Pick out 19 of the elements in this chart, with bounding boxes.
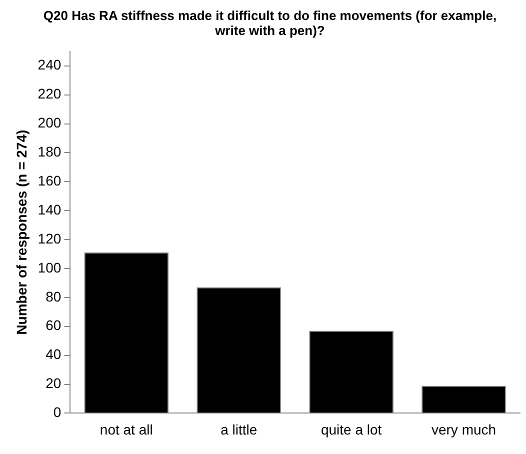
y-tick-label: 0 xyxy=(53,404,62,420)
y-tick-label: 100 xyxy=(38,259,62,276)
x-tick-label: not at all xyxy=(100,421,153,438)
x-tick-label: a little xyxy=(220,421,258,438)
y-tick-label: 140 xyxy=(38,201,62,218)
y-tick-label: 120 xyxy=(38,230,62,246)
y-tick-label: 80 xyxy=(46,288,62,304)
y-tick-label: 180 xyxy=(38,144,62,160)
x-tick-label: quite a lot xyxy=(320,421,382,438)
y-tick-label: 240 xyxy=(38,56,62,73)
y-tick-label: 160 xyxy=(38,172,62,189)
x-tick-label: very much xyxy=(431,421,496,438)
chart-title: Q20 Has RA stiffness made it difficult to do fine movements (for example, write with a pen)? xyxy=(42,8,498,38)
y-tick-label: 220 xyxy=(38,86,62,102)
y-tick-label: 200 xyxy=(38,114,62,131)
y-tick-label: 40 xyxy=(46,346,62,362)
y-tick-label: 60 xyxy=(46,317,62,334)
y-axis-title: Number of responses (n = 274) xyxy=(13,130,30,335)
y-tick-label: 20 xyxy=(46,375,62,392)
